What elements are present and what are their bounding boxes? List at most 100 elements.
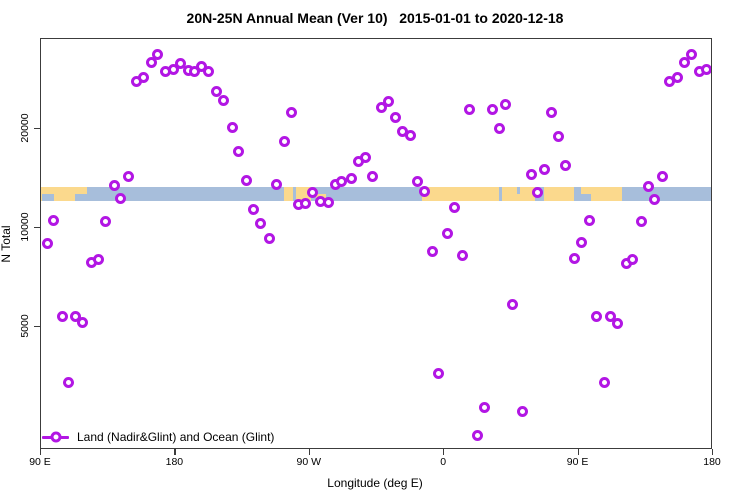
data-point bbox=[449, 202, 461, 214]
data-point bbox=[433, 368, 445, 380]
map-strip-segment-land bbox=[421, 187, 500, 201]
data-point bbox=[389, 112, 401, 124]
x-tick-mark bbox=[40, 449, 42, 455]
scatter-marker-icon bbox=[50, 431, 61, 443]
y-tick-mark bbox=[34, 227, 40, 229]
y-tick-mark bbox=[34, 326, 40, 328]
map-strip-segment-ocean bbox=[293, 187, 297, 201]
data-point bbox=[472, 430, 484, 442]
data-point bbox=[494, 123, 506, 135]
data-point bbox=[264, 233, 276, 245]
data-point bbox=[411, 176, 423, 188]
data-point bbox=[649, 194, 661, 206]
data-point bbox=[271, 179, 283, 191]
x-tick-label: 0 bbox=[440, 456, 447, 468]
data-point bbox=[626, 254, 638, 266]
data-point bbox=[151, 49, 163, 61]
data-point bbox=[211, 86, 223, 98]
data-point bbox=[137, 72, 149, 84]
map-strip-jag-ocean bbox=[517, 187, 521, 194]
data-point bbox=[679, 57, 691, 69]
data-point bbox=[188, 66, 200, 78]
data-point bbox=[457, 250, 469, 262]
data-point bbox=[359, 152, 371, 164]
data-point bbox=[63, 377, 75, 389]
data-point bbox=[464, 104, 476, 116]
data-point bbox=[145, 57, 157, 69]
map-strip-segment-ocean bbox=[499, 187, 503, 201]
data-point bbox=[545, 107, 557, 119]
map-strip-segment-land bbox=[580, 187, 622, 201]
chart-title: 20N-25N Annual Mean (Ver 10) 2015-01-01 … bbox=[186, 10, 564, 26]
data-point bbox=[526, 169, 538, 181]
data-point bbox=[642, 181, 654, 193]
map-strip-jag-ocean bbox=[580, 194, 591, 201]
data-point bbox=[77, 317, 88, 329]
x-tick-label: 90 E bbox=[29, 456, 51, 468]
x-tick-mark bbox=[174, 449, 176, 455]
data-point bbox=[532, 187, 544, 199]
data-point bbox=[419, 186, 431, 198]
data-point bbox=[345, 173, 357, 185]
y-tick-label: 5000 bbox=[19, 314, 31, 338]
legend: Land (Nadir&Glint) and Ocean (Glint) bbox=[42, 429, 274, 445]
map-strip-segment-land bbox=[544, 187, 575, 201]
data-point bbox=[583, 215, 595, 227]
data-point bbox=[517, 406, 529, 418]
data-point bbox=[559, 160, 571, 172]
data-point bbox=[167, 64, 179, 76]
data-point bbox=[57, 311, 69, 323]
data-point bbox=[507, 299, 519, 311]
data-point bbox=[672, 72, 684, 84]
legend-line bbox=[42, 431, 69, 443]
data-point bbox=[92, 254, 104, 266]
y-tick-label: 20000 bbox=[19, 113, 31, 143]
data-point bbox=[575, 237, 587, 249]
map-strip-segment-ocean bbox=[574, 187, 581, 201]
data-point bbox=[375, 102, 387, 114]
data-point bbox=[322, 197, 334, 209]
map-strip-segment-land bbox=[502, 187, 535, 201]
data-point bbox=[611, 318, 623, 330]
plot-area bbox=[40, 38, 712, 449]
data-point bbox=[686, 49, 698, 61]
data-point bbox=[701, 64, 711, 76]
data-point bbox=[538, 164, 550, 176]
data-point bbox=[568, 253, 580, 265]
data-point bbox=[279, 136, 291, 148]
data-point bbox=[42, 238, 54, 250]
data-point bbox=[299, 198, 311, 210]
x-tick-label: 90 E bbox=[566, 456, 589, 468]
legend-label: Land (Nadir&Glint) and Ocean (Glint) bbox=[77, 430, 275, 444]
data-point bbox=[233, 146, 245, 158]
x-tick-mark bbox=[577, 449, 579, 455]
map-strip-jag-ocean bbox=[75, 194, 88, 201]
data-point bbox=[335, 176, 347, 188]
y-tick-label: 10000 bbox=[19, 212, 31, 242]
data-point bbox=[657, 171, 669, 183]
data-point bbox=[604, 311, 616, 323]
data-point bbox=[404, 130, 416, 142]
data-point bbox=[598, 377, 610, 389]
data-point bbox=[590, 311, 602, 323]
data-point bbox=[635, 216, 647, 228]
data-point bbox=[108, 180, 120, 192]
x-tick-mark bbox=[712, 449, 714, 455]
map-strip-segment-land bbox=[284, 187, 294, 201]
data-point bbox=[306, 187, 318, 199]
data-point bbox=[366, 171, 378, 183]
data-point bbox=[255, 218, 267, 230]
data-point bbox=[442, 228, 454, 240]
data-point bbox=[122, 171, 134, 183]
data-point bbox=[487, 104, 499, 116]
x-tick-label: 180 bbox=[165, 456, 184, 468]
data-point bbox=[99, 216, 111, 228]
map-strip-segment-ocean bbox=[311, 187, 422, 201]
data-point bbox=[203, 66, 215, 78]
data-point bbox=[227, 122, 239, 134]
data-point bbox=[427, 246, 439, 258]
data-point bbox=[286, 107, 298, 119]
data-point bbox=[382, 96, 394, 108]
data-point bbox=[114, 193, 126, 205]
